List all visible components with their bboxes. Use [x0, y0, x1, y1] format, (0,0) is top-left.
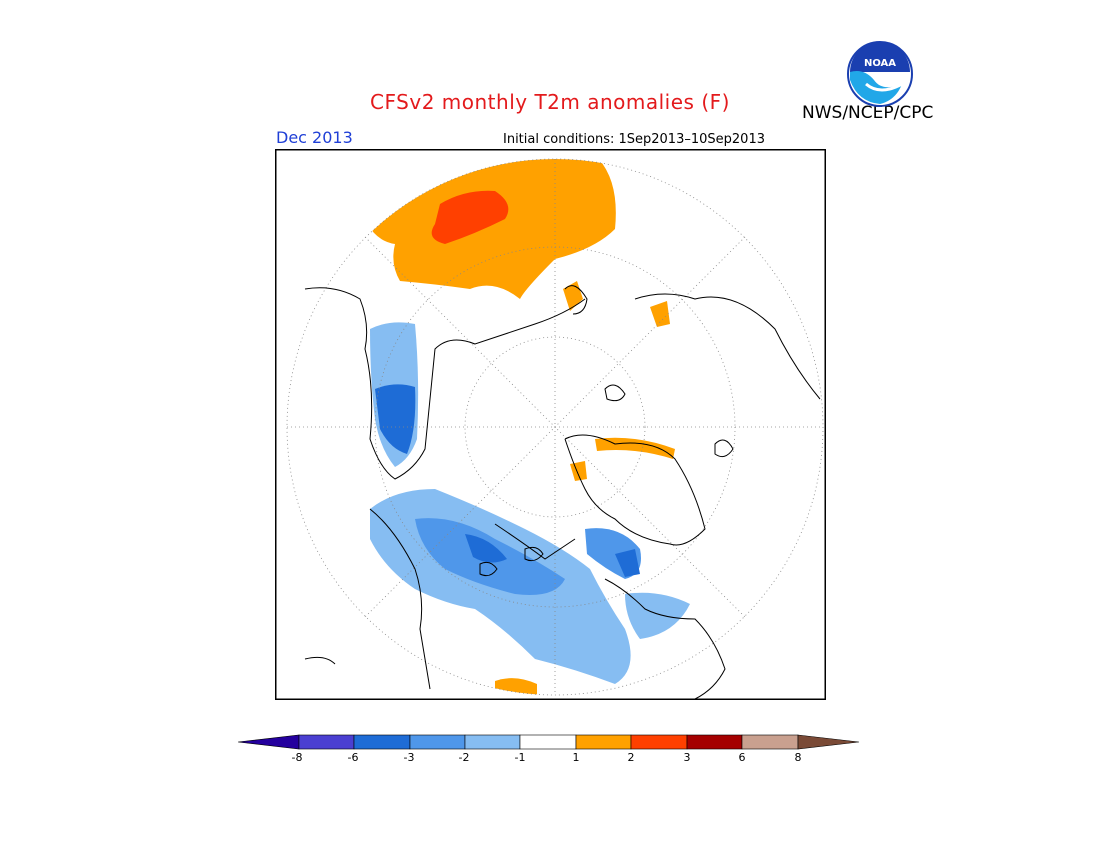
organization-label: NWS/NCEP/CPC: [802, 103, 934, 123]
color-legend-bar: [238, 734, 860, 750]
legend-bin-9: [741, 734, 799, 750]
warm-anomaly-alaska-coast: [570, 461, 587, 481]
coastlines: [304, 285, 821, 700]
legend-tick-label: -1: [514, 751, 526, 764]
forecast-month-label: Dec 2013: [276, 128, 353, 147]
warm-anomaly-russia-strong: [431, 190, 509, 244]
cool-anomaly-southeast: [625, 592, 690, 639]
legend-arrow-high: [797, 734, 860, 750]
legend-tick-label: 1: [572, 751, 580, 764]
cool-anomaly-left-strong: [375, 384, 416, 454]
legend-bin-2: [353, 734, 411, 750]
legend-tick-label: 6: [738, 751, 746, 764]
legend-bin-8: [686, 734, 743, 750]
legend-tick-label: 2: [627, 751, 635, 764]
cool-anomaly-east-strong: [615, 549, 640, 577]
legend-bin-6: [575, 734, 632, 750]
legend-tick-label: 3: [683, 751, 691, 764]
warm-anomaly-russia: [365, 159, 616, 299]
warm-anomaly-bottom: [495, 678, 537, 695]
map-frame: [275, 149, 826, 700]
warm-anomaly-canada-north: [595, 437, 675, 459]
legend-bin-1: [298, 734, 355, 750]
legend-tick-label: -6: [347, 751, 359, 764]
polar-anomaly-map: [275, 149, 826, 700]
legend-tick-label: 8: [794, 751, 802, 764]
legend-tick-label: -3: [403, 751, 415, 764]
map-title: CFSv2 monthly T2m anomalies (F): [370, 90, 730, 114]
legend-tick-label: -2: [458, 751, 470, 764]
legend-bin-5: [519, 734, 577, 750]
legend-bin-4: [464, 734, 521, 750]
graticule: [286, 158, 824, 696]
cool-anomaly-asia-strong: [465, 534, 507, 563]
legend-bin-7: [630, 734, 688, 750]
legend-bin-3: [409, 734, 466, 750]
warm-anomaly-greenland-edge: [650, 301, 670, 327]
legend-arrow-low: [238, 734, 300, 750]
noaa-logo: NOAA: [847, 41, 913, 107]
warm-anomaly-russia-strong-2: [415, 164, 440, 189]
legend-tick-label: -8: [291, 751, 303, 764]
initial-conditions-label: Initial conditions: 1Sep2013–10Sep2013: [503, 132, 765, 147]
svg-text:NOAA: NOAA: [864, 58, 896, 69]
